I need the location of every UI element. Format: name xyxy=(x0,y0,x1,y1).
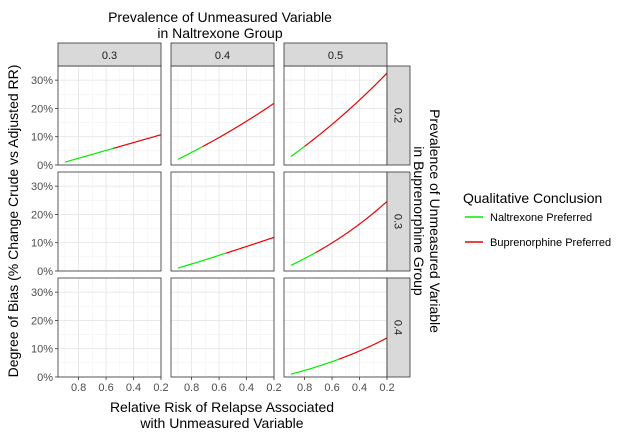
x-tick-label: 0.8 xyxy=(184,382,199,394)
panel-r0-c0 xyxy=(58,66,162,166)
col-strip-label-0: 0.3 xyxy=(102,50,117,62)
x-axis-label-line-1: Relative Risk of Relapse Associated xyxy=(110,399,334,415)
series-naltrexone-preferred-r0-c2 xyxy=(290,145,305,158)
panel-r0-c1 xyxy=(171,66,275,166)
row-strip-label-1: 0.3 xyxy=(392,214,404,229)
x-tick-label: 0.2 xyxy=(266,382,281,394)
x-tick-label: 0.4 xyxy=(352,382,367,394)
col-strip-label-1: 0.4 xyxy=(215,50,230,62)
y-tick-label: 10% xyxy=(31,132,53,144)
x-tick-label: 0.2 xyxy=(153,382,168,394)
y-tick-label: 0% xyxy=(37,372,53,384)
x-tick-label: 0.8 xyxy=(297,382,312,394)
panel-border-r1-c0 xyxy=(57,171,162,272)
panel-background xyxy=(58,278,161,377)
panel-background xyxy=(58,66,161,165)
x-tick-label: 0.6 xyxy=(211,382,226,394)
legend: Qualitative Conclusion Naltrexone Prefer… xyxy=(463,190,611,249)
series-buprenorphine-preferred-r0-c1 xyxy=(202,102,275,148)
panel-r2-c2 xyxy=(284,278,388,378)
y-tick-label: 20% xyxy=(31,103,53,115)
panel-r2-c1 xyxy=(171,278,275,378)
panel-border-r1-c1 xyxy=(170,171,275,272)
series-naltrexone-preferred-r1-c1 xyxy=(177,252,227,269)
x-tick-label: 0.6 xyxy=(98,382,113,394)
panel-background xyxy=(171,278,274,377)
x-tick-label: 0.8 xyxy=(71,382,86,394)
x-tick-label: 0.4 xyxy=(126,382,141,394)
panel-border-r2-c1 xyxy=(170,277,275,378)
chart-title-line-2: in Naltrexone Group xyxy=(157,25,283,41)
x-tick-label: 0.4 xyxy=(239,382,254,394)
panel-r1-c0 xyxy=(58,172,162,272)
y-tick-label: 20% xyxy=(31,315,53,327)
y-tick-label: 0% xyxy=(37,160,53,172)
panel-background xyxy=(284,278,387,377)
row-strip-0 xyxy=(386,65,411,166)
right-axis-label-line-1: Prevalence of Unmeasured Variable xyxy=(427,109,443,333)
panel-background xyxy=(58,172,161,271)
series-naltrexone-preferred-r1-c2 xyxy=(290,252,316,266)
col-strip-label-2: 0.5 xyxy=(328,50,343,62)
panels-layer: 0.3 0.4 0.5 0.2 0.3 0.4 0% 10% 20% 30% 0% 10% 20% 30%… xyxy=(31,42,411,394)
x-axis-label-line-2: with Unmeasured Variable xyxy=(139,415,303,431)
chart-title-line-1: Prevalence of Unmeasured Variable xyxy=(108,9,332,25)
series-buprenorphine-preferred-r0-c0 xyxy=(112,134,162,150)
col-strip-0 xyxy=(57,42,162,67)
row-strip-2 xyxy=(386,277,411,378)
series-naltrexone-preferred-r2-c2 xyxy=(290,358,340,375)
right-axis-label-line-2: in Buprenorphine Group xyxy=(411,146,427,296)
y-tick-label: 0% xyxy=(37,266,53,278)
series-buprenorphine-preferred-r1-c1 xyxy=(225,236,275,254)
y-tick-label: 10% xyxy=(31,344,53,356)
y-tick-label: 20% xyxy=(31,209,53,221)
y-axis-label: Degree of Bias (% Change Crude vs Adjust… xyxy=(5,65,21,378)
legend-label-naltrexone: Naltrexone Preferred xyxy=(490,212,592,224)
panel-r1-c2 xyxy=(284,172,388,272)
legend-title: Qualitative Conclusion xyxy=(463,190,602,206)
x-tick-label: 0.6 xyxy=(324,382,339,394)
y-tick-label: 30% xyxy=(31,287,53,299)
series-naltrexone-preferred-r0-c0 xyxy=(64,147,114,163)
col-strip-1 xyxy=(170,42,275,67)
panel-background xyxy=(284,172,387,271)
series-buprenorphine-preferred-r2-c2 xyxy=(338,337,388,360)
x-tick-label: 0.2 xyxy=(379,382,394,394)
row-strip-label-2: 0.4 xyxy=(392,320,404,335)
panel-background xyxy=(171,66,274,165)
panel-border-r2-c0 xyxy=(57,277,162,378)
series-buprenorphine-preferred-r1-c2 xyxy=(315,200,388,254)
legend-label-buprenorphine: Buprenorphine Preferred xyxy=(490,237,611,249)
row-strip-1 xyxy=(386,171,411,272)
y-tick-label: 30% xyxy=(31,181,53,193)
y-tick-label: 10% xyxy=(31,238,53,250)
panel-r1-c1 xyxy=(171,172,275,272)
col-strip-2 xyxy=(283,42,388,67)
series-buprenorphine-preferred-r0-c2 xyxy=(304,72,388,147)
series-naltrexone-preferred-r0-c1 xyxy=(177,146,203,160)
row-strip-label-0: 0.2 xyxy=(392,108,404,123)
panel-background xyxy=(171,172,274,271)
panel-r2-c0 xyxy=(58,278,162,378)
y-tick-label: 30% xyxy=(31,75,53,87)
